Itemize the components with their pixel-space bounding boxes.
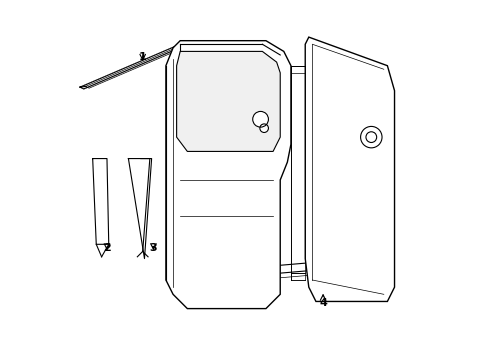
Circle shape (252, 111, 268, 127)
Circle shape (259, 124, 268, 132)
Polygon shape (80, 44, 183, 89)
PathPatch shape (176, 51, 280, 152)
Text: 2: 2 (103, 243, 111, 253)
Polygon shape (128, 158, 151, 258)
Circle shape (365, 132, 376, 143)
PathPatch shape (165, 41, 290, 309)
Polygon shape (93, 158, 108, 244)
Text: 4: 4 (319, 298, 326, 308)
Text: 3: 3 (149, 243, 157, 253)
PathPatch shape (305, 37, 394, 301)
Text: 1: 1 (139, 52, 146, 62)
Circle shape (360, 126, 381, 148)
